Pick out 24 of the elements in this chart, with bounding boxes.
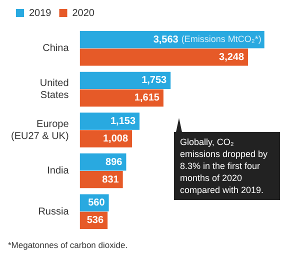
- bar: [80, 72, 171, 90]
- data-label: 1,008: [102, 134, 128, 145]
- y-tick-label: India: [47, 166, 70, 177]
- bar: [80, 112, 140, 130]
- data-label: 896: [106, 156, 123, 168]
- y-tick-label: China: [42, 43, 70, 54]
- data-label: 1,615: [134, 92, 160, 104]
- y-tick-label: Russia: [38, 206, 70, 218]
- data-label: 3,248: [219, 52, 244, 63]
- y-tick-label: United States: [40, 78, 69, 101]
- bar: [80, 48, 248, 66]
- data-label: 3,563: [153, 34, 179, 46]
- legend-label: 2019: [29, 8, 52, 19]
- annotation: (Emissions MtCO₂*): [181, 34, 262, 44]
- legend-label: 2020: [72, 8, 95, 19]
- annotation: Globally, CO₂ emissions dropped by 8.3% in the first four months of 2020 compared with 2019.: [174, 132, 280, 200]
- text: *Megatonnes of carbon dioxide.: [8, 240, 128, 250]
- data-label: 1,153: [110, 116, 136, 127]
- y-tick-label: Europe (EU27 & UK): [10, 118, 70, 142]
- data-label: 831: [102, 174, 120, 186]
- data-label: 560: [88, 198, 106, 209]
- data-label: 536: [86, 215, 104, 226]
- bar: [80, 89, 164, 107]
- data-label: 1,753: [142, 75, 168, 86]
